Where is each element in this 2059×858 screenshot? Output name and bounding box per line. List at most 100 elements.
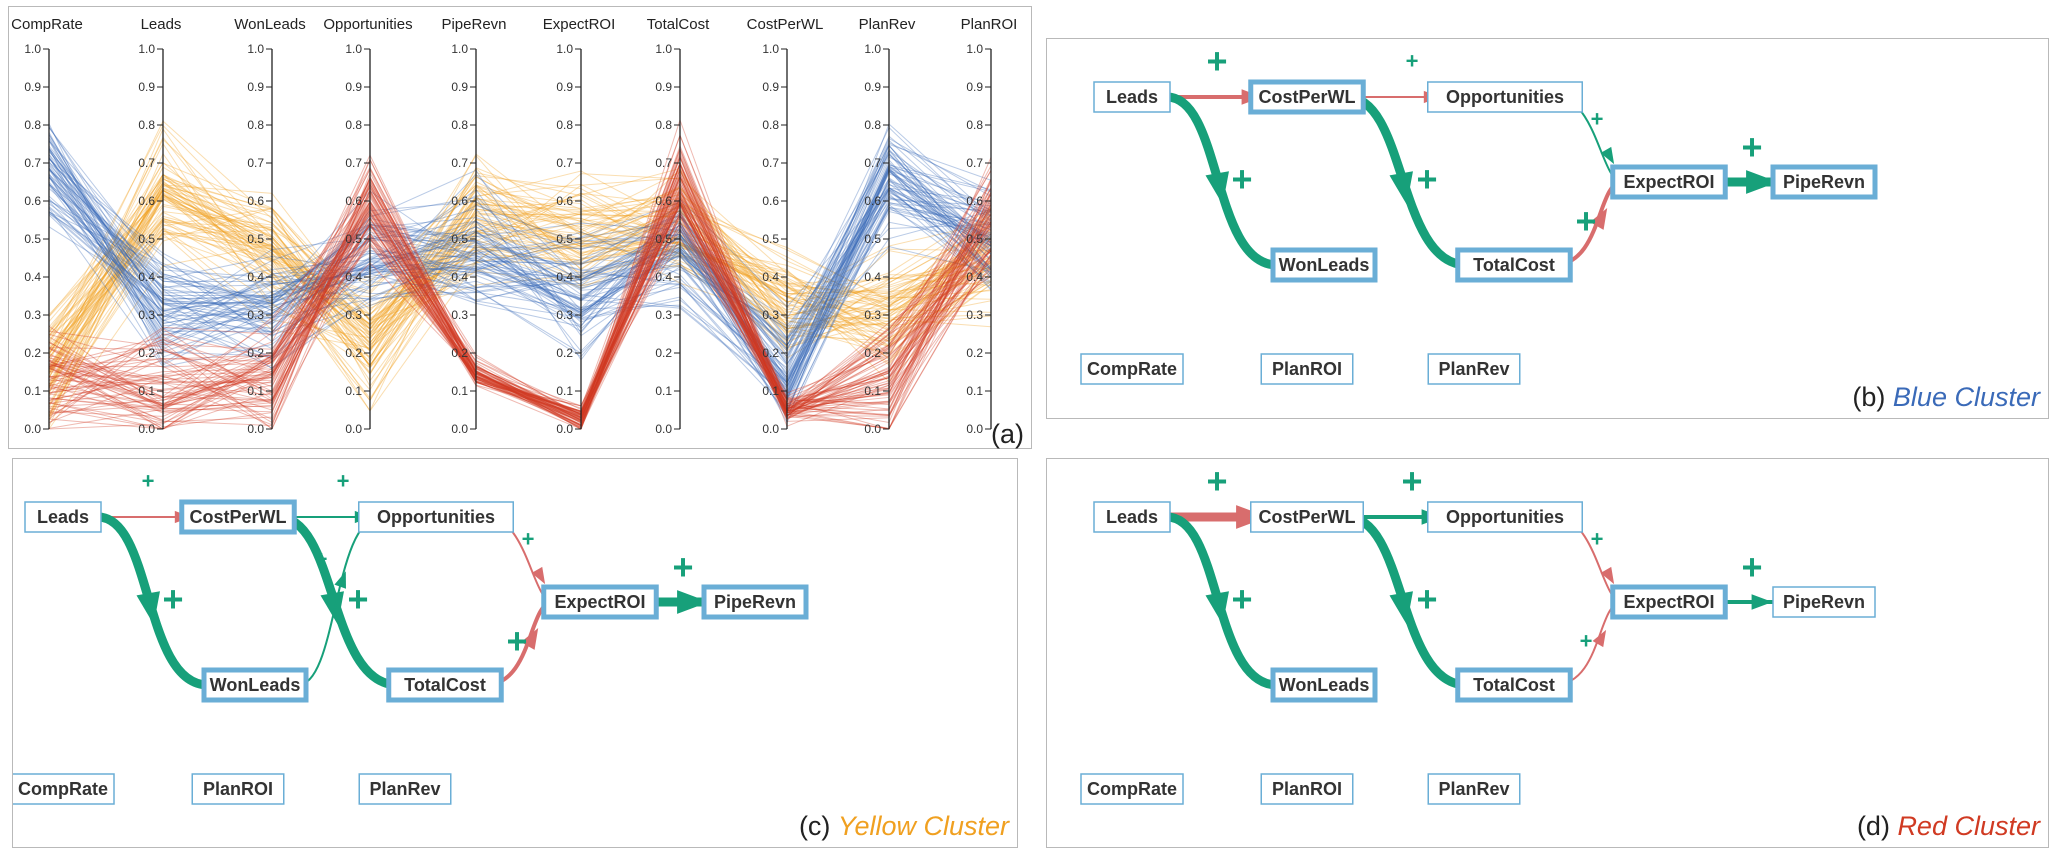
- pc-line: [48, 184, 992, 387]
- pc-line: [48, 175, 992, 388]
- sign-label: +: [1206, 461, 1227, 502]
- sign-label: +: [1741, 547, 1762, 588]
- node-box: [1093, 501, 1171, 533]
- pc-line: [48, 142, 992, 376]
- tick-label: 0.0: [556, 422, 573, 436]
- pc-line: [48, 175, 992, 430]
- pc-line: [48, 169, 992, 416]
- tick-label: 0.3: [345, 308, 362, 322]
- axis-CompRate: CompRate 0.0 0.1 0.2 0.3 0.4 0.5 0.6 0.7 0.8 0.9 1.…: [11, 16, 83, 436]
- node-label: WonLeads: [1279, 255, 1370, 275]
- tick-label: 0.6: [24, 194, 41, 208]
- tick-label: 0.7: [138, 156, 155, 170]
- pc-line: [48, 137, 992, 347]
- pc-line: [48, 168, 992, 417]
- nodes: Leads CostPerWL Opportunities ExpectROI Pipe…: [11, 499, 809, 805]
- node-box: [386, 667, 504, 703]
- yellow-cluster-lines: [48, 120, 992, 430]
- tick-label: 0.9: [556, 80, 573, 94]
- panel-label-a: (a): [991, 419, 1024, 449]
- pc-line: [48, 227, 992, 369]
- pc-line: [48, 162, 992, 355]
- caption-prefix: (c): [799, 811, 838, 841]
- tick-label: 0.7: [345, 156, 362, 170]
- tick-label: 0.9: [138, 80, 155, 94]
- node-totalcost: TotalCost: [1455, 247, 1573, 283]
- pc-line: [48, 190, 992, 430]
- pc-line: [48, 134, 992, 383]
- sign-label: +: [142, 469, 155, 494]
- pc-line: [48, 154, 992, 358]
- node-box: [191, 773, 285, 805]
- axis-title: ExpectROI: [543, 16, 616, 33]
- pc-line: [48, 126, 992, 352]
- pc-line: [48, 188, 992, 347]
- tick-label: 0.4: [966, 270, 983, 284]
- pc-line: [48, 189, 992, 337]
- pc-line: [48, 195, 992, 392]
- tick-label: 1.0: [138, 42, 155, 56]
- pc-line: [48, 201, 992, 348]
- axis-title: CostPerWL: [747, 16, 824, 33]
- node-box: [1610, 164, 1728, 200]
- node-label: PipeRevn: [714, 592, 796, 612]
- tick-label: 0.0: [24, 422, 41, 436]
- axis-title: PlanROI: [961, 16, 1018, 33]
- tick-label: 0.7: [762, 156, 779, 170]
- node-label: CompRate: [18, 779, 108, 799]
- pc-line: [48, 195, 992, 347]
- pc-line: [48, 153, 992, 350]
- node-box: [1250, 501, 1364, 533]
- sign-label: +: [1416, 159, 1437, 200]
- tick-label: 0.1: [966, 384, 983, 398]
- tick-label: 0.1: [138, 384, 155, 398]
- node-label: Opportunities: [377, 507, 495, 527]
- axis-title: CompRate: [11, 16, 83, 33]
- tick-label: 0.3: [966, 308, 983, 322]
- tick-label: 0.3: [138, 308, 155, 322]
- pc-line: [48, 208, 992, 430]
- tick-label: 0.8: [451, 118, 468, 132]
- pc-line: [48, 176, 992, 346]
- pc-line: [48, 184, 992, 388]
- node-label: PlanRev: [1438, 359, 1509, 379]
- sign-label: +: [1591, 527, 1604, 552]
- pc-line: [48, 208, 992, 421]
- node-label: CompRate: [1087, 359, 1177, 379]
- pc-line: [48, 208, 992, 391]
- pc-line: [48, 196, 992, 419]
- pc-line: [48, 184, 992, 378]
- pc-line: [48, 188, 992, 393]
- pc-line: [48, 178, 992, 361]
- node-wonleads: WonLeads: [1270, 247, 1378, 283]
- tick-label: 0.6: [247, 194, 264, 208]
- tick-label: 0.5: [556, 232, 573, 246]
- pc-line: [48, 188, 992, 358]
- tick-label: 0.2: [24, 346, 41, 360]
- panel-caption: (d) Red Cluster: [1857, 811, 2041, 841]
- pc-line: [48, 144, 992, 423]
- pc-line: [48, 124, 992, 352]
- pc-line: [48, 157, 992, 380]
- pc-line: [48, 182, 992, 340]
- pc-line: [48, 203, 992, 402]
- node-piperevn: PipeRevn: [1772, 586, 1876, 618]
- caption-cluster-name: Blue Cluster: [1893, 382, 2041, 412]
- pc-line: [48, 201, 992, 424]
- arrow-head: [677, 590, 709, 614]
- tick-label: 0.1: [345, 384, 362, 398]
- tick-label: 0.2: [345, 346, 362, 360]
- node-box: [1270, 247, 1378, 283]
- pc-line: [48, 176, 992, 418]
- tick-label: 0.5: [24, 232, 41, 246]
- edges: + + + + + + +: [1162, 41, 1785, 270]
- tick-label: 0.7: [24, 156, 41, 170]
- tick-label: 0.3: [24, 308, 41, 322]
- axis-WonLeads: WonLeads 0.0 0.1 0.2 0.3 0.4 0.5 0.6 0.7 0.8 0.9 1.…: [234, 16, 305, 436]
- tick-label: 1.0: [24, 42, 41, 56]
- node-label: PlanRev: [1438, 779, 1509, 799]
- tick-label: 0.9: [655, 80, 672, 94]
- node-box: [1260, 773, 1354, 805]
- red-cluster-panel: + + + + + + + Leads CostPerWL Opportunities Expect…: [1046, 458, 2049, 848]
- node-label: TotalCost: [1473, 675, 1555, 695]
